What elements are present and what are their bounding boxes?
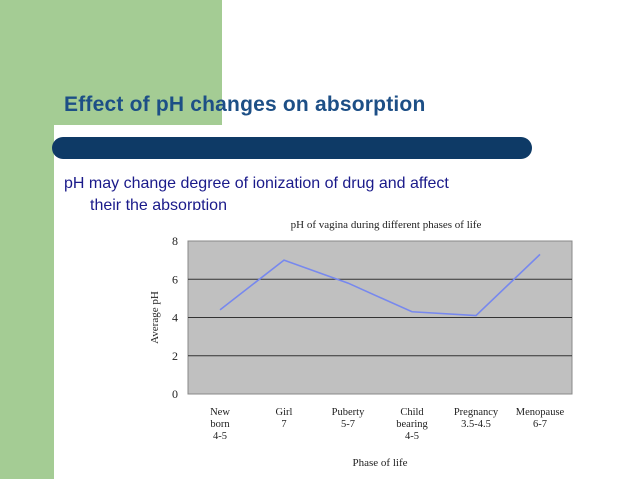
bullet-line-2: their the absorption <box>90 197 227 214</box>
green-left-strip <box>0 125 54 479</box>
grid-lines <box>188 278 572 357</box>
x-tick-labels: New born 4-5 Girl 7 Puberty 5-7 Child bearing 4-5… <box>210 407 564 442</box>
title-divider-bar <box>52 137 532 159</box>
chart-title: pH of vagina during different phases of … <box>291 219 482 231</box>
ph-chart: pH of vagina during different phases of … <box>118 210 598 472</box>
y-tick-label: 8 <box>172 234 178 248</box>
bullet-text: pH may change degree of ionization of dr… <box>64 173 584 217</box>
y-tick-labels: 0 2 4 6 8 <box>172 234 178 401</box>
bullet-line-1: pH may change degree of ionization of dr… <box>64 175 449 192</box>
y-tick-label: 6 <box>172 272 178 286</box>
y-tick-label: 2 <box>172 349 178 363</box>
x-tick-label: Menopause 6-7 <box>516 407 565 430</box>
x-tick-label: New born 4-5 <box>210 407 230 442</box>
x-tick-label: Pregnancy 3.5-4.5 <box>454 407 499 430</box>
x-axis-label: Phase of life <box>353 457 408 469</box>
ph-chart-svg: pH of vagina during different phases of … <box>149 219 573 469</box>
y-axis-label: Average pH <box>149 291 161 344</box>
x-tick-label: Girl 7 <box>276 407 293 430</box>
x-tick-label: Puberty 5-7 <box>332 407 365 430</box>
slide-title: Effect of pH changes on absorption <box>64 93 426 116</box>
y-tick-label: 0 <box>172 387 178 401</box>
green-corner-block <box>0 0 222 125</box>
x-tick-label: Child bearing 4-5 <box>396 407 428 442</box>
y-tick-label: 4 <box>172 311 178 325</box>
series-line <box>219 253 541 317</box>
